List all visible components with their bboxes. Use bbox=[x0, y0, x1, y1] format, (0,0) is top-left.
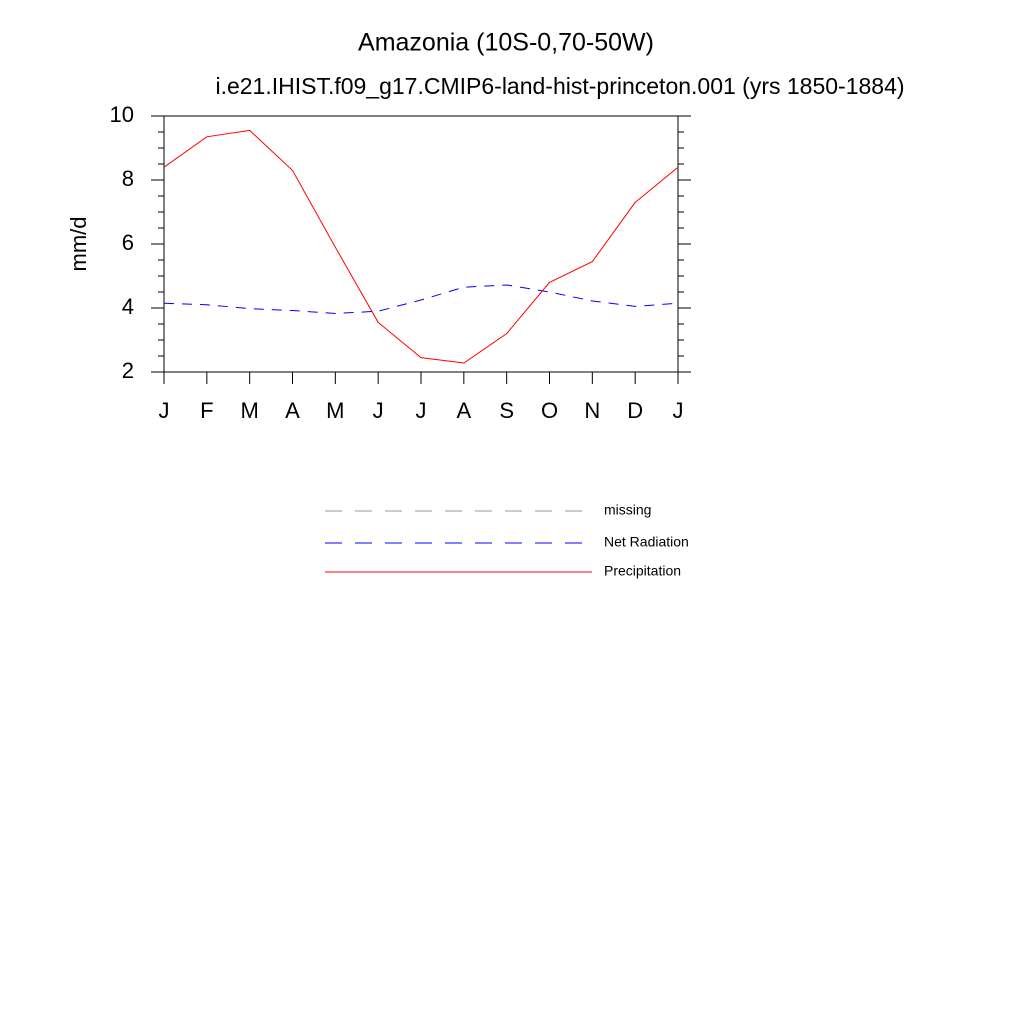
legend-label: Precipitation bbox=[604, 563, 681, 579]
y-tick-label: 10 bbox=[110, 102, 134, 127]
x-tick-label: M bbox=[241, 398, 259, 423]
series-line bbox=[163, 284, 679, 314]
plot-frame bbox=[163, 115, 679, 373]
x-tick-label: F bbox=[200, 398, 213, 423]
x-tick-label: D bbox=[627, 398, 643, 423]
x-tick-label: J bbox=[673, 398, 684, 423]
series-line bbox=[163, 129, 679, 364]
x-tick-label: J bbox=[416, 398, 427, 423]
y-tick-label: 6 bbox=[122, 230, 134, 255]
x-tick-label: J bbox=[159, 398, 170, 423]
y-tick-label: 8 bbox=[122, 166, 134, 191]
x-tick-label: A bbox=[456, 398, 471, 423]
x-tick-label: M bbox=[326, 398, 344, 423]
x-tick-label: N bbox=[584, 398, 600, 423]
y-tick-label: 2 bbox=[122, 358, 134, 383]
x-tick-label: J bbox=[373, 398, 384, 423]
x-tick-label: O bbox=[541, 398, 558, 423]
y-axis-label: mm/d bbox=[66, 217, 91, 272]
y-tick-label: 4 bbox=[122, 294, 134, 319]
x-tick-label: S bbox=[499, 398, 514, 423]
chart-subtitle: i.e21.IHIST.f09_g17.CMIP6-land-hist-prin… bbox=[215, 73, 904, 99]
x-tick-label: A bbox=[285, 398, 300, 423]
legend-label: Net Radiation bbox=[604, 534, 689, 550]
chart-title: Amazonia (10S-0,70-50W) bbox=[358, 29, 654, 57]
legend-label: missing bbox=[604, 502, 651, 518]
